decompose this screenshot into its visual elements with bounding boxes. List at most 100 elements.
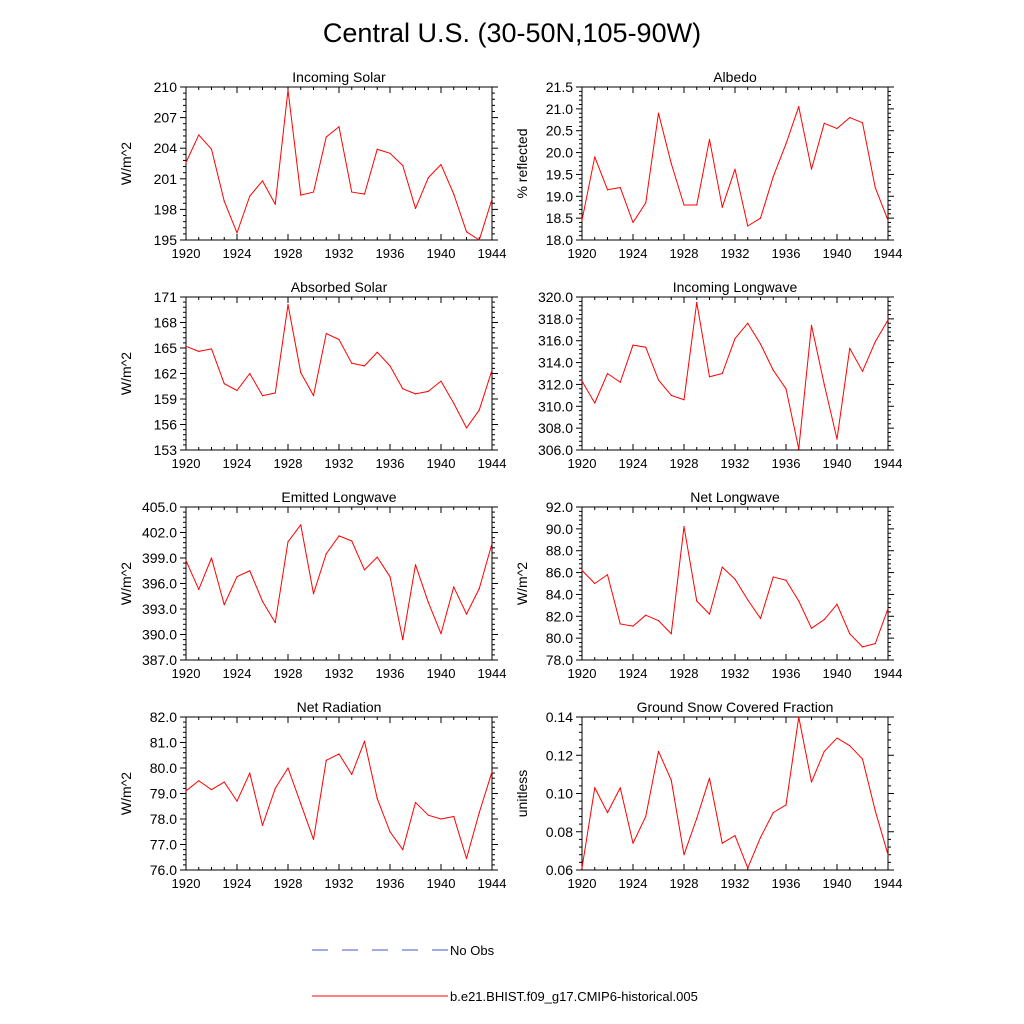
panel-ground-snow-covered-fraction: Ground Snow Covered Fraction unitless 1920… [514,699,902,891]
data-point [236,232,238,234]
data-point [491,542,493,545]
data-point [210,789,213,791]
data-point [249,372,251,375]
y-tick-label: 82.0 [150,709,177,725]
data-point [823,122,825,124]
data-point [376,798,378,800]
x-tick-label: 1932 [721,876,750,891]
data-point [478,588,480,590]
y-tick-label: 171 [154,289,178,305]
data-point [581,380,583,382]
y-tick-label: 20.0 [546,145,573,161]
y-tick-label: 86.0 [546,565,573,581]
data-point [645,346,647,348]
y-tick-label: 81.0 [150,735,177,751]
data-point [759,343,762,345]
data-point [363,193,366,195]
data-point [581,219,583,221]
y-tick-label: 0.12 [546,747,573,763]
data-point [453,586,455,588]
data-point [632,625,634,627]
data-point [606,812,609,814]
x-tick-label: 1940 [823,246,852,261]
data-point [798,600,800,602]
data-point [810,324,813,327]
data-point [823,618,825,621]
data-point [734,578,736,580]
series-line [581,106,889,227]
data-point [721,842,723,844]
y-tick-label: 21.5 [546,79,573,95]
data-point [861,646,864,648]
data-point [708,376,711,378]
data-point [696,600,698,602]
series-line [185,304,493,429]
y-tick-label: 0.14 [546,709,573,725]
x-tick-label: 1944 [478,666,507,681]
panel-net-radiation: Net Radiation W/m^2 1920 1924 1928 1932 1936 19… [118,699,506,891]
x-tick-label: 1932 [721,456,750,471]
x-tick-label: 1932 [325,876,354,891]
data-point [721,372,723,375]
data-point [759,217,762,219]
data-point [376,351,378,353]
y-tick-label: 153 [154,442,178,458]
x-tick-label: 1928 [670,246,699,261]
data-point [274,203,276,205]
data-point [708,613,711,615]
y-tick-label: 210 [154,79,178,95]
y-tick-label: 306.0 [538,442,573,458]
series-line [581,716,889,869]
data-point [721,206,723,208]
data-point [389,831,391,833]
data-point [619,186,621,189]
data-point [453,815,455,818]
x-tick-label: 1940 [427,246,456,261]
y-axis-label: W/m^2 [118,772,134,815]
y-tick-label: 195 [154,232,178,248]
data-point [810,781,813,783]
data-point [185,559,187,562]
y-axis-label: W/m^2 [118,562,134,605]
x-tick-label: 1944 [874,246,903,261]
panel-albedo: Albedo % reflected 1920 1924 1928 1932 1936 194… [514,69,902,261]
data-point [874,810,876,812]
y-tick-label: 0.06 [546,862,573,878]
x-tick-label: 1936 [376,456,405,471]
data-point [798,716,800,718]
data-point [849,347,851,349]
data-point [389,365,391,367]
data-point [606,189,609,191]
plot-frame [185,296,493,451]
data-point [338,753,340,755]
panels: Incoming Solar W/m^2 1920 1924 1928 1932 1936 1… [118,69,902,891]
data-point [836,438,838,440]
data-point [338,126,340,128]
data-point [338,338,340,341]
y-tick-label: 165 [154,340,178,356]
data-point [785,143,787,145]
data-point [198,588,200,591]
x-tick-label: 1944 [874,456,903,471]
x-tick-label: 1936 [772,456,801,471]
y-tick-label: 77.0 [150,837,177,853]
x-tick-label: 1920 [568,666,597,681]
data-point [198,350,200,352]
data-point [453,402,455,404]
panel-absorbed-solar: Absorbed Solar W/m^2 1920 1924 1928 1932 1936 1… [118,279,506,471]
data-point [759,836,762,839]
data-point [312,838,315,841]
series-line [185,740,493,860]
y-tick-label: 88.0 [546,543,573,559]
data-point [440,818,442,820]
data-point [287,304,289,306]
y-tick-label: 19.5 [546,166,573,182]
x-tick-label: 1928 [274,876,303,891]
data-point [185,345,187,347]
y-tick-label: 0.08 [546,824,573,840]
panel-title: Net Longwave [690,489,780,505]
data-point [772,812,774,814]
x-tick-label: 1940 [427,876,456,891]
data-point [785,388,787,390]
data-point [261,395,264,397]
